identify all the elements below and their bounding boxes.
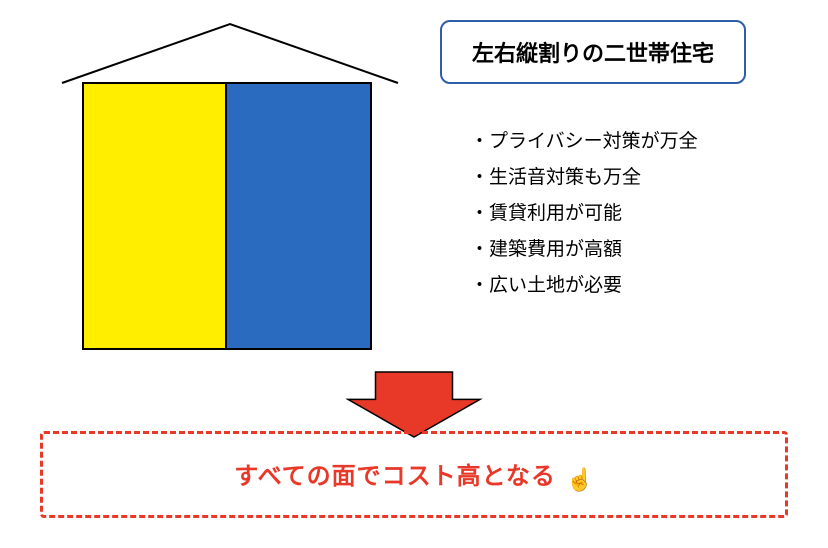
bullet-item: ・賃貸利用が可能 xyxy=(470,196,788,232)
house-diagram xyxy=(60,20,400,350)
house-body xyxy=(82,82,372,350)
house-roof xyxy=(60,20,400,88)
bullet-item: ・生活音対策も万全 xyxy=(470,160,788,196)
title-text: 左右縦割りの二世帯住宅 xyxy=(472,41,714,66)
bullet-list: ・プライバシー対策が万全・生活音対策も万全・賃貸利用が可能・建築費用が高額・広い… xyxy=(440,124,788,304)
title-box: 左右縦割りの二世帯住宅 xyxy=(440,20,746,84)
bullet-item: ・広い土地が必要 xyxy=(470,268,788,304)
conclusion-box: すべての面でコスト高となる ☝ xyxy=(40,431,788,518)
bullet-item: ・建築費用が高額 xyxy=(470,232,788,268)
house-left-half xyxy=(82,82,227,350)
pointer-icon: ☝ xyxy=(566,467,593,493)
bullet-item: ・プライバシー対策が万全 xyxy=(470,124,788,160)
house-right-half xyxy=(227,82,372,350)
conclusion-text: すべての面でコスト高となる xyxy=(234,463,556,490)
